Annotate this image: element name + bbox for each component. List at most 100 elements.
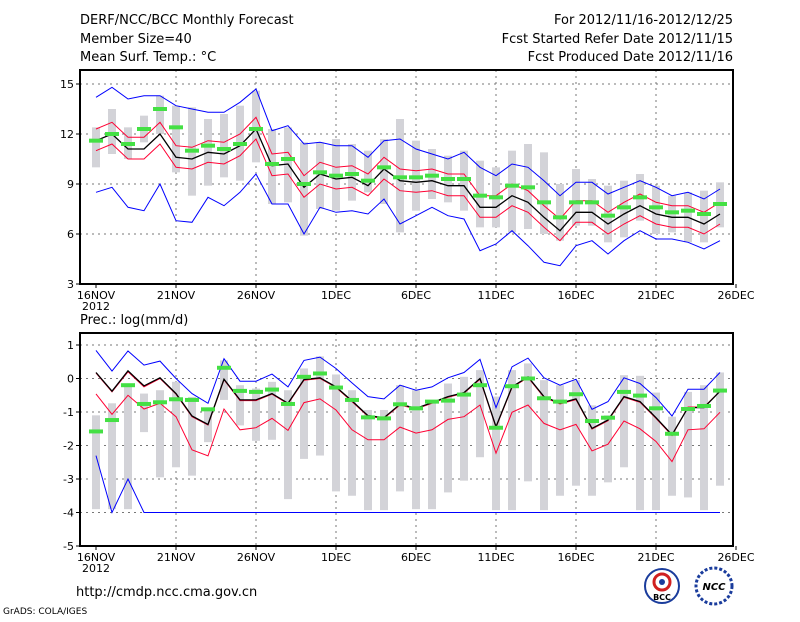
marker-point	[265, 387, 279, 392]
ensemble-range-bar	[684, 391, 692, 498]
y-tick-label: -3	[63, 473, 74, 486]
marker-point	[169, 397, 183, 402]
marker-point	[425, 399, 439, 404]
marker-point	[201, 143, 215, 148]
ensemble-range-bar	[652, 185, 660, 234]
ensemble-range-bar	[380, 139, 388, 204]
ensemble-range-bar	[556, 385, 564, 496]
marker-point	[265, 162, 279, 166]
marker-point	[649, 406, 663, 411]
marker-point	[185, 397, 199, 402]
bcc-logo-text: BCC	[653, 593, 671, 602]
ensemble-range-bar	[476, 370, 484, 458]
member-size: Member Size=40	[80, 32, 192, 47]
ensemble-range-bar	[508, 370, 516, 511]
ensemble-range-bar	[700, 385, 708, 511]
series-line-min	[95, 455, 720, 514]
marker-point	[345, 172, 359, 176]
ensemble-range-bar	[428, 399, 436, 510]
marker-point	[409, 406, 423, 411]
marker-point	[249, 127, 263, 131]
ensemble-range-bar	[156, 95, 164, 134]
marker-point	[137, 401, 151, 406]
marker-point	[105, 418, 119, 423]
x-tick-label: 21NOV	[157, 551, 196, 564]
marker-point	[633, 393, 647, 398]
ensemble-range-bar	[668, 416, 676, 496]
marker-point	[505, 384, 519, 389]
marker-point	[681, 406, 695, 411]
marker-point	[505, 183, 519, 188]
precip-label: Prec.: log(mm/d)	[80, 313, 188, 328]
produced-date: Fcst Produced Date 2012/11/16	[528, 50, 733, 65]
x-year-label: 2012	[82, 562, 110, 575]
x-tick-label: 16NOV	[77, 289, 116, 302]
series-line-mean	[95, 127, 721, 232]
ensemble-range-bar	[236, 385, 244, 426]
series-line-lower	[95, 393, 721, 463]
ensemble-range-bar	[284, 390, 292, 500]
marker-point	[137, 127, 151, 131]
ensemble-range-bar	[124, 385, 132, 510]
ensemble-range-bar	[316, 142, 324, 209]
marker-point	[425, 173, 439, 178]
x-tick-label: 1DEC	[321, 551, 351, 564]
marker-point	[569, 200, 583, 205]
marker-point	[441, 177, 455, 181]
ensemble-range-bar	[108, 109, 116, 154]
marker-point	[553, 399, 567, 404]
x-tick-label: 21DEC	[637, 289, 674, 302]
y-tick-label: -5	[63, 540, 74, 553]
marker-point	[601, 213, 615, 218]
marker-point	[329, 385, 343, 390]
marker-point	[377, 165, 391, 170]
x-tick-label: 6DEC	[401, 551, 431, 564]
x-tick-label: 16DEC	[557, 551, 594, 564]
marker-point	[457, 177, 471, 181]
ensemble-range-bar	[716, 372, 724, 486]
y-tick-label: -4	[63, 507, 74, 520]
marker-point	[585, 200, 599, 205]
ensemble-range-bar	[604, 415, 612, 483]
marker-point	[489, 425, 503, 430]
series-line-upper	[95, 116, 721, 220]
series-line-max	[95, 350, 721, 417]
variable-label: Mean Surf. Temp.: °C	[80, 50, 216, 65]
y-tick-label: 0	[67, 373, 74, 386]
marker-point	[633, 195, 647, 200]
ensemble-range-bar	[252, 90, 260, 163]
ensemble-range-bar	[332, 374, 340, 492]
marker-point	[473, 193, 487, 198]
marker-point	[153, 107, 167, 111]
ensemble-range-bar	[172, 105, 180, 173]
y-tick-label: -2	[63, 440, 74, 453]
marker-point	[185, 148, 199, 153]
marker-point	[537, 200, 551, 205]
marker-point	[697, 403, 711, 408]
start-date: Fcst Started Refer Date 2012/11/15	[502, 32, 733, 47]
x-tick-label: 16DEC	[557, 289, 594, 302]
plot-frame	[79, 69, 734, 285]
marker-point	[665, 210, 679, 215]
source-url[interactable]: http://cmdp.ncc.cma.gov.cn	[76, 585, 257, 600]
y-tick-label: 6	[67, 228, 74, 241]
x-tick-label: 26DEC	[717, 551, 754, 564]
ensemble-range-bar	[460, 376, 468, 481]
temperature-panel: 3 6 9 12 15 16NOV 21NOV 26NOV 1DEC 6DEC 11DEC 16DEC…	[60, 69, 755, 313]
y-tick-label: 3	[67, 278, 74, 291]
marker-point	[537, 396, 551, 401]
marker-point	[441, 398, 455, 403]
ensemble-range-bar	[396, 385, 404, 492]
x-tick-label: 11DEC	[477, 551, 514, 564]
marker-point	[601, 415, 615, 420]
ensemble-range-bar	[156, 390, 164, 478]
ensemble-range-bar	[316, 356, 324, 456]
x-tick-label: 6DEC	[401, 289, 431, 302]
marker-point	[217, 365, 231, 370]
marker-point	[409, 175, 423, 180]
x-tick-label: 26NOV	[237, 289, 276, 302]
marker-point	[553, 215, 567, 220]
ensemble-range-bar	[572, 169, 580, 226]
